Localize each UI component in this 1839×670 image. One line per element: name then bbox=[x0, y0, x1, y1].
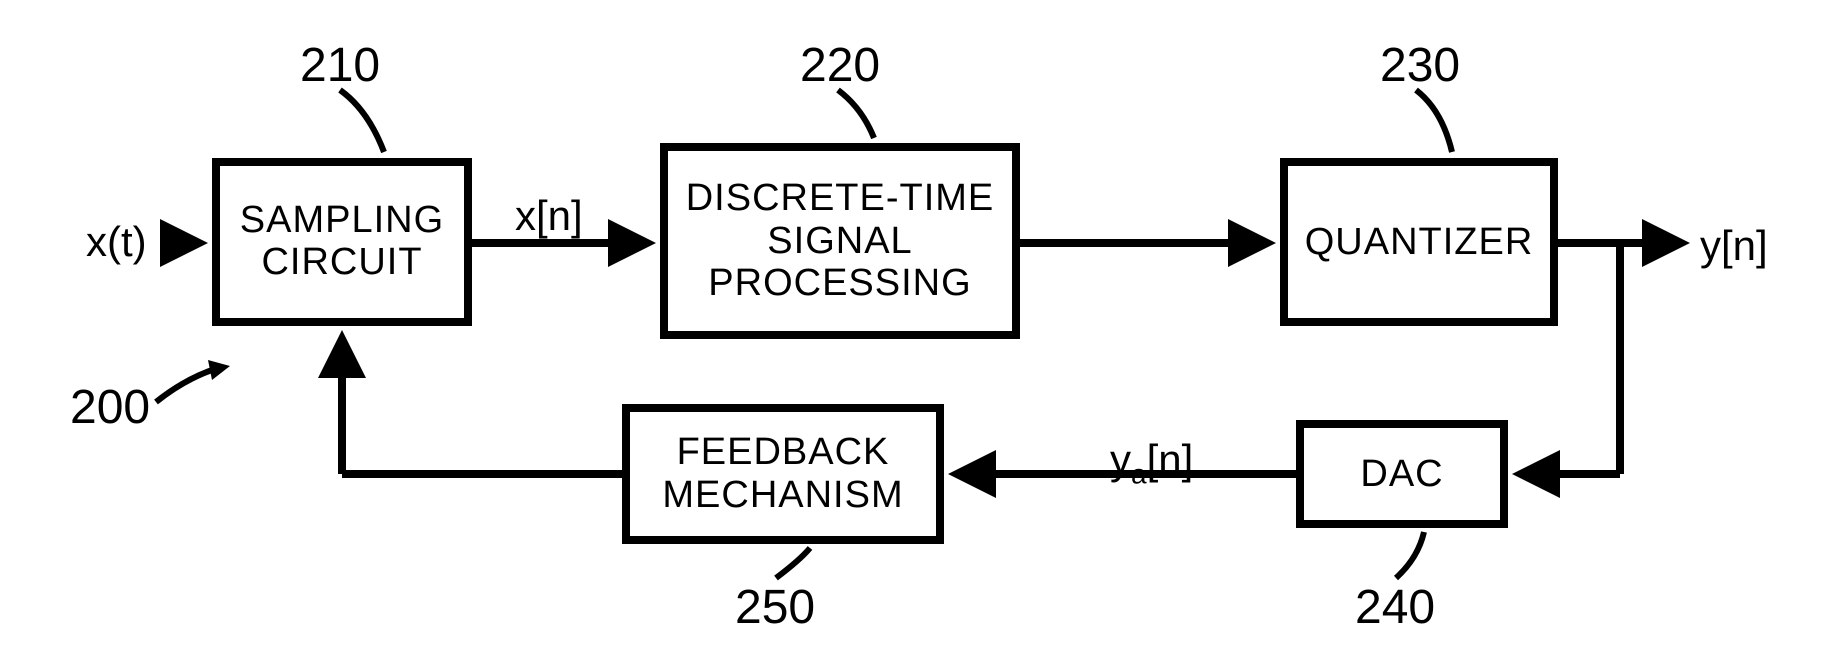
signal-yan: ya[n] bbox=[1110, 436, 1193, 490]
quantizer-label: QUANTIZER bbox=[1305, 221, 1534, 264]
feedback-block: FEEDBACK MECHANISM bbox=[622, 404, 944, 544]
ref-250: 250 bbox=[735, 580, 815, 635]
dac-block: DAC bbox=[1296, 420, 1508, 528]
signal-yn: y[n] bbox=[1700, 222, 1768, 270]
dsp-block: DISCRETE-TIME SIGNAL PROCESSING bbox=[660, 143, 1020, 339]
ref-220: 220 bbox=[800, 38, 880, 93]
sampling-circuit-label: SAMPLING CIRCUIT bbox=[240, 200, 444, 284]
feedback-label: FEEDBACK MECHANISM bbox=[662, 431, 903, 516]
quantizer-block: QUANTIZER bbox=[1280, 158, 1558, 326]
dsp-label: DISCRETE-TIME SIGNAL PROCESSING bbox=[686, 177, 995, 305]
diagram-canvas: SAMPLING CIRCUIT DISCRETE-TIME SIGNAL PR… bbox=[0, 0, 1839, 670]
signal-xn: x[n] bbox=[515, 192, 583, 240]
ref-240: 240 bbox=[1355, 580, 1435, 635]
dac-label: DAC bbox=[1360, 453, 1443, 496]
signal-xt: x(t) bbox=[86, 218, 147, 266]
sampling-circuit-block: SAMPLING CIRCUIT bbox=[212, 158, 472, 326]
ref-230: 230 bbox=[1380, 38, 1460, 93]
ref-210: 210 bbox=[300, 38, 380, 93]
ref-200: 200 bbox=[70, 380, 150, 435]
